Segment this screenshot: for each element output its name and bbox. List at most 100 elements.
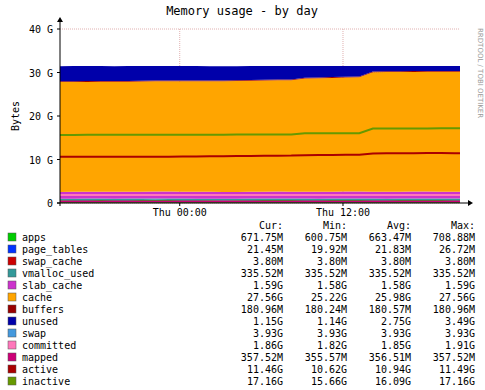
- legend-label: active: [22, 364, 58, 375]
- x-axis: [57, 203, 468, 204]
- legend-stat: 1.59G: [445, 280, 475, 291]
- line-mapped: [60, 200, 460, 202]
- legend-label: apps: [22, 232, 46, 243]
- legend-stat: 671.75M: [241, 232, 283, 243]
- legend-swatch: [8, 293, 16, 301]
- legend-stat: 335.52M: [369, 268, 411, 279]
- legend-column-header: Min:: [323, 220, 347, 231]
- legend-stat: 663.47M: [369, 232, 411, 243]
- legend-label: cache: [22, 292, 52, 303]
- legend-stat: 180.57M: [369, 304, 411, 315]
- y-tick-label: 20 G: [29, 111, 53, 122]
- legend-stat: 1.58G: [317, 280, 347, 291]
- legend-stat: 357.52M: [433, 352, 475, 363]
- y-tick-label: 30 G: [29, 68, 53, 79]
- area-swap-cache: [60, 199, 460, 200]
- area-unused: [60, 66, 460, 81]
- legend-stat: 1.85G: [381, 340, 411, 351]
- legend-stat: 335.52M: [433, 268, 475, 279]
- plot-area: [60, 66, 460, 203]
- legend-stat: 10.62G: [311, 364, 347, 375]
- legend-stat: 25.22G: [311, 292, 347, 303]
- legend-swatch: [8, 281, 16, 289]
- x-tick-label: Thu 12:00: [316, 207, 370, 218]
- x-axis-arrow: [468, 200, 473, 206]
- legend-column-header: Cur:: [259, 220, 283, 231]
- legend-stat: 2.75G: [381, 316, 411, 327]
- y-axis-arrow: [57, 17, 63, 22]
- legend-label: buffers: [22, 304, 64, 315]
- legend-stat: 16.09G: [375, 376, 411, 387]
- y-grid-line: [60, 29, 460, 30]
- y-axis: [60, 22, 61, 206]
- y-tick-label: 40 G: [29, 24, 53, 35]
- legend-label: swap: [22, 328, 46, 339]
- legend-stat: 335.52M: [305, 268, 347, 279]
- y-axis-label: Bytes: [10, 101, 21, 131]
- legend-stat: 357.52M: [241, 352, 283, 363]
- legend-swatch: [8, 233, 16, 241]
- chart: Memory usage - by day RRDTOOL / TOBI OETI…: [0, 0, 485, 390]
- legend-stat: 3.80M: [317, 256, 347, 267]
- legend-stat: 27.56G: [439, 292, 475, 303]
- legend-stat: 26.72M: [439, 244, 475, 255]
- line-active: [60, 153, 460, 157]
- legend-stat: 3.93G: [445, 328, 475, 339]
- legend-stat: 10.94G: [375, 364, 411, 375]
- legend-stat: 355.57M: [305, 352, 347, 363]
- legend-stat: 1.91G: [445, 340, 475, 351]
- watermark: RRDTOOL / TOBI OETIKER: [476, 28, 484, 118]
- legend-stat: 21.83M: [375, 244, 411, 255]
- legend-label: mapped: [22, 352, 58, 363]
- legend-stat: 15.66G: [311, 376, 347, 387]
- legend-stat: 3.80M: [381, 256, 411, 267]
- title: Memory usage - by day: [166, 4, 318, 18]
- x-tick-label: Thu 00:00: [153, 207, 207, 218]
- legend-stat: 11.49G: [439, 364, 475, 375]
- legend-swatch: [8, 365, 16, 373]
- legend-stat: 1.82G: [317, 340, 347, 351]
- legend-label: swap_cache: [22, 256, 82, 268]
- legend-stat: 17.16G: [439, 376, 475, 387]
- legend-swatch: [8, 269, 16, 277]
- area-vmalloc-used: [60, 198, 460, 200]
- legend-stat: 1.15G: [253, 316, 283, 327]
- legend-stat: 180.96M: [241, 304, 283, 315]
- legend-stat: 1.58G: [381, 280, 411, 291]
- legend-stat: 25.98G: [375, 292, 411, 303]
- legend-swatch: [8, 329, 16, 337]
- area-slab-cache: [60, 192, 460, 199]
- legend-swatch: [8, 377, 16, 385]
- legend-swatch: [8, 341, 16, 349]
- legend-swatch: [8, 257, 16, 265]
- legend-stat: 3.93G: [253, 328, 283, 339]
- legend-swatch: [8, 305, 16, 313]
- legend-stat: 708.88M: [433, 232, 475, 243]
- legend-stat: 3.80M: [445, 256, 475, 267]
- legend-label: committed: [22, 340, 76, 351]
- legend-column-header: Max:: [451, 220, 475, 231]
- legend-stat: 356.51M: [369, 352, 411, 363]
- line-inactive: [60, 128, 460, 135]
- y-tick-label: 10 G: [29, 155, 53, 166]
- background: [0, 0, 485, 390]
- legend-stat: 19.92M: [311, 244, 347, 255]
- legend-stat: 1.59G: [253, 280, 283, 291]
- legend-label: vmalloc_used: [22, 268, 94, 280]
- line-committed: [60, 194, 460, 196]
- legend-stat: 3.93G: [381, 328, 411, 339]
- legend-column-header: Avg:: [387, 220, 411, 231]
- area-cache: [60, 72, 460, 192]
- legend-stat: 180.96M: [433, 304, 475, 315]
- legend-stat: 21.45M: [247, 244, 283, 255]
- legend-label: slab_cache: [22, 280, 82, 292]
- legend-stat: 3.49G: [445, 316, 475, 327]
- legend-stat: 1.14G: [317, 316, 347, 327]
- legend-stat: 11.46G: [247, 364, 283, 375]
- legend-label: inactive: [22, 376, 70, 387]
- legend-stat: 3.80M: [253, 256, 283, 267]
- legend-swatch: [8, 353, 16, 361]
- legend-stat: 180.24M: [305, 304, 347, 315]
- area-page-tables: [60, 199, 460, 201]
- legend-stat: 335.52M: [241, 268, 283, 279]
